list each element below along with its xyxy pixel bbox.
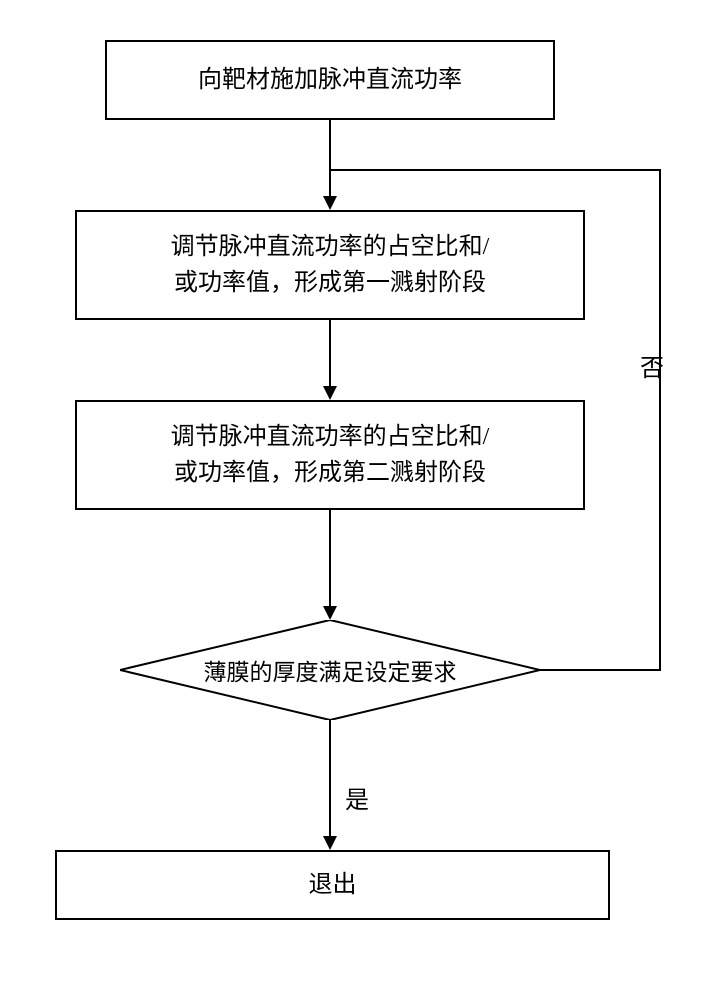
flow-node-step2-text: 调节脉冲直流功率的占空比和/ 或功率值，形成第一溅射阶段 [171,229,490,301]
edge-step1-step2-arrow [323,196,337,210]
flow-node-exit-text: 退出 [309,867,357,903]
edge-step1-step2 [329,120,331,196]
edge-label-yes: 是 [345,780,369,815]
flow-node-decision: 薄膜的厚度满足设定要求 [120,620,540,720]
edge-decision-exit-arrow [323,836,337,850]
edge-decision-step2-v [659,170,661,671]
flow-node-step3-text: 调节脉冲直流功率的占空比和/ 或功率值，形成第二溅射阶段 [171,419,490,491]
flow-node-decision-text: 薄膜的厚度满足设定要求 [204,653,457,687]
edge-step3-decision [329,510,331,606]
edge-step2-step3-arrow [323,386,337,400]
flow-node-step1: 向靶材施加脉冲直流功率 [105,40,555,120]
flow-node-exit: 退出 [55,850,610,920]
edge-decision-exit [329,720,331,836]
edge-decision-step2-h2 [330,169,661,171]
edge-step2-step3 [329,320,331,386]
flow-node-step2: 调节脉冲直流功率的占空比和/ 或功率值，形成第一溅射阶段 [75,210,585,320]
edge-label-no: 否 [640,348,664,383]
edge-decision-step2-h1 [540,669,660,671]
edge-step3-decision-arrow [323,606,337,620]
flow-node-step1-text: 向靶材施加脉冲直流功率 [198,62,462,98]
flow-node-step3: 调节脉冲直流功率的占空比和/ 或功率值，形成第二溅射阶段 [75,400,585,510]
